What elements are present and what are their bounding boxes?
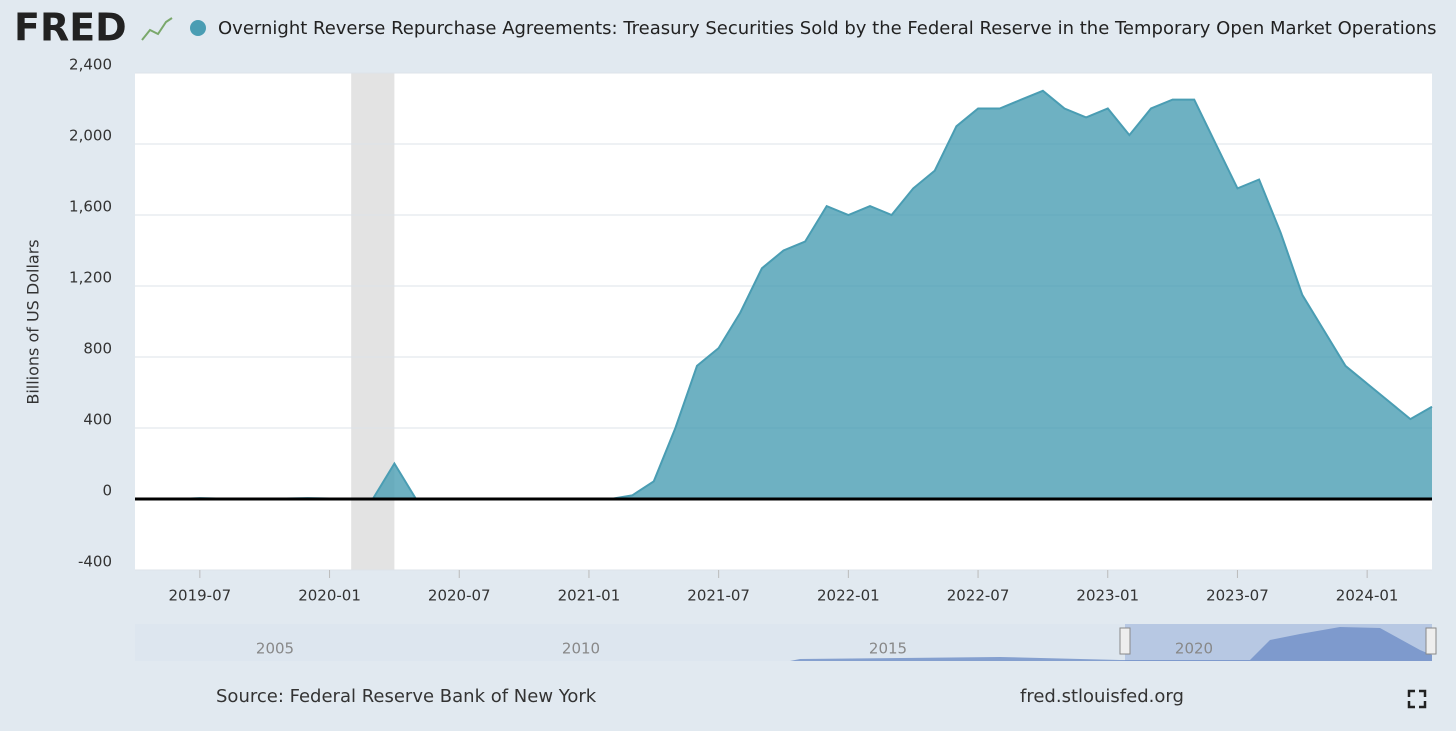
y-tick-label: 1,600 [69, 198, 112, 216]
x-tick-label: 2023-07 [1206, 587, 1269, 605]
x-tick-label: 2019-07 [169, 587, 232, 605]
y-tick-label: 2,000 [69, 127, 112, 145]
y-tick-label: 400 [83, 411, 112, 429]
y-tick-label: 1,200 [69, 269, 112, 287]
x-tick-label: 2022-07 [947, 587, 1010, 605]
y-tick-label: 800 [83, 340, 112, 358]
y-axis-label: Billions of US Dollars [24, 239, 43, 404]
x-tick-label: 2020-07 [428, 587, 491, 605]
x-tick-label: 2023-01 [1076, 587, 1139, 605]
x-tick-label: 2021-07 [687, 587, 750, 605]
navigator-handle[interactable] [1425, 627, 1437, 655]
legend-label: Overnight Reverse Repurchase Agreements:… [218, 18, 1437, 39]
y-tick-label: 0 [102, 482, 112, 500]
x-tick-label: 2020-01 [298, 587, 361, 605]
y-tick-label: 2,400 [69, 56, 112, 74]
logo-icon [141, 17, 173, 41]
area-fill [135, 90, 1432, 500]
navigator-label: 2005 [256, 640, 294, 658]
legend-marker [190, 20, 206, 36]
logo[interactable]: FRED [14, 6, 127, 50]
navigator-series [790, 627, 1432, 661]
navigator-label: 2010 [562, 640, 600, 658]
navigator-handle[interactable] [1119, 627, 1131, 655]
navigator-label: 2015 [869, 640, 907, 658]
y-tick-label: -400 [78, 553, 112, 571]
navigator-label: 2020 [1175, 640, 1213, 658]
x-tick-label: 2024-01 [1336, 587, 1399, 605]
site-link[interactable]: fred.stlouisfed.org [1020, 686, 1184, 707]
x-tick-label: 2021-01 [558, 587, 621, 605]
x-tick-label: 2022-01 [817, 587, 880, 605]
fullscreen-button[interactable] [1407, 689, 1427, 709]
source: Source: Federal Reserve Bank of New York [216, 686, 597, 707]
